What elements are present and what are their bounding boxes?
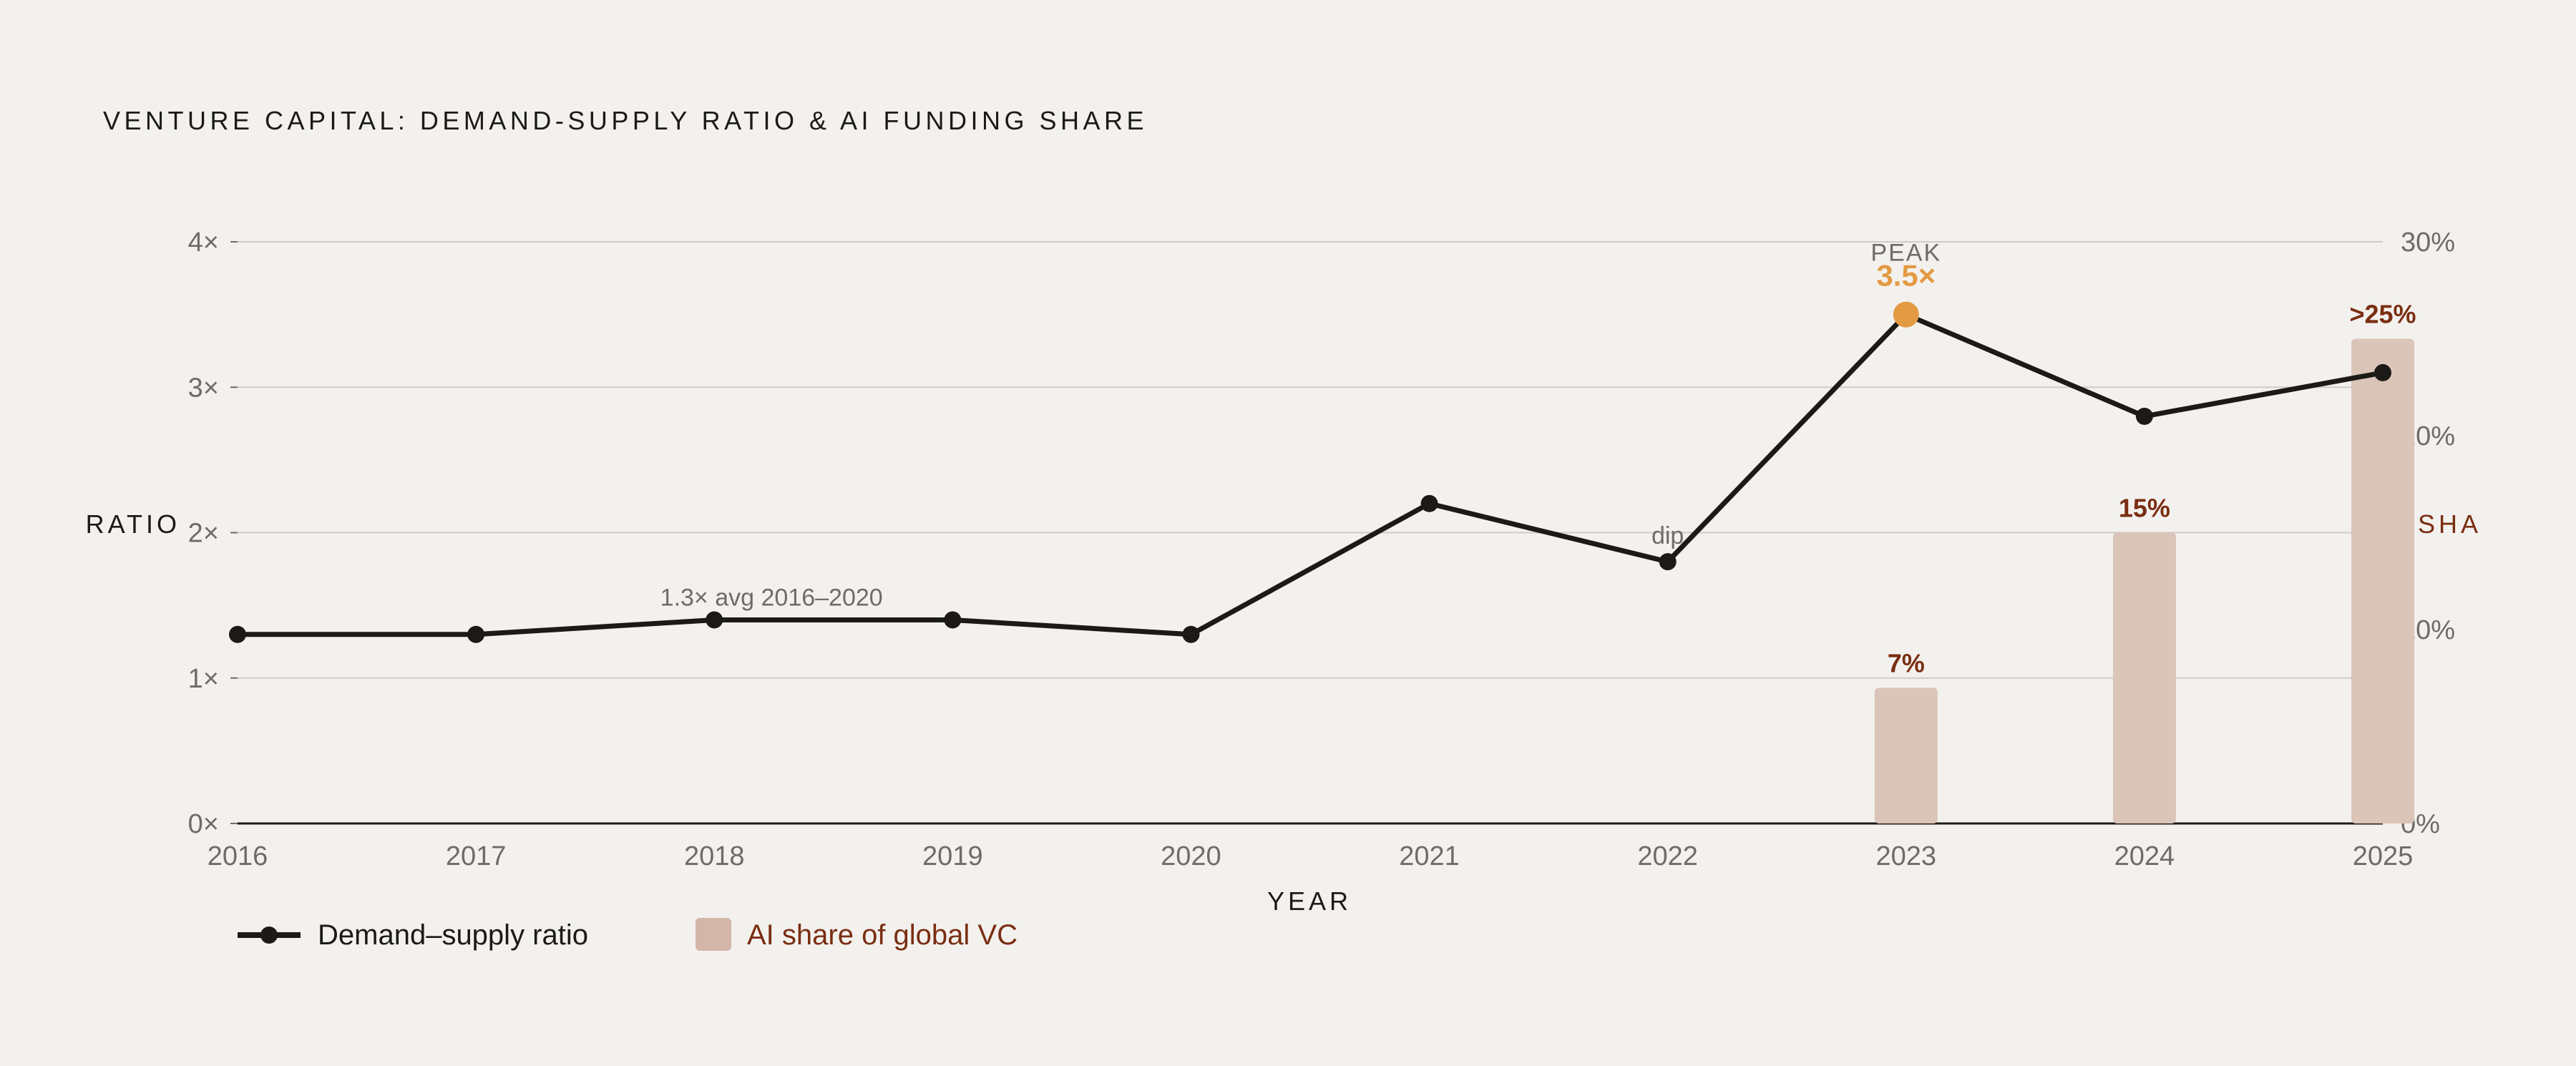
y-left-tick-label: 2× [188,519,219,549]
bar-data-label: 15% [2119,494,2170,523]
data-point [229,625,246,643]
x-tick-label: 2022 [1637,841,1698,871]
x-axis-label: YEAR [1267,886,1352,916]
data-point [2374,363,2391,381]
annotation: 1.3× avg 2016–2020 [660,584,883,611]
bar-data-label: 7% [1888,648,1925,678]
plot-area: 0×1×2×3×4×0%10%20%30%2016 2017 2018 2019 202… [86,228,2478,916]
y-left-tick-label: 1× [188,664,219,694]
y-left-tick-label: 3× [188,373,219,403]
data-point [1420,494,1438,512]
legend-bar-swatch [696,918,731,951]
data-point [1659,553,1677,571]
annotation: 3.5× [1876,259,1936,293]
y-right-tick-label: 30% [2401,228,2455,258]
data-point [2135,407,2153,425]
x-tick-label: 2021 [1399,841,1460,871]
y-left-axis-label: RATIO [86,509,180,539]
y-left-tick-label: 0× [188,809,219,839]
data-point [944,611,962,629]
chart-title: VENTURE CAPITAL: DEMAND-SUPPLY RATIO & A… [103,106,1148,135]
peak-point [1893,301,1919,328]
annotation: dip [1652,522,1684,549]
legend-label: AI share of global VC [747,919,1018,951]
x-tick-label: 2023 [1876,841,1937,871]
legend-label: Demand–supply ratio [318,919,588,951]
x-tick-label: 2016 [208,841,268,871]
x-tick-label: 2017 [446,841,507,871]
bar [2351,338,2414,823]
x-tick-label: 2025 [2353,841,2414,871]
y-left-tick-label: 4× [188,228,219,258]
x-tick-label: 2020 [1161,841,1221,871]
annotation: PEAK [1870,240,1941,267]
x-tick-label: 2018 [684,841,745,871]
data-point [1182,625,1200,643]
x-tick-label: 2024 [2114,841,2175,871]
legend-point-swatch [260,926,278,944]
series-line [235,312,2386,637]
legend: Demand–supply ratio AI share of global VC [238,918,1018,951]
data-point [467,625,485,643]
x-tick-label: 2019 [922,841,983,871]
bar [2112,532,2176,823]
bar [1874,688,1938,823]
data-point [706,611,723,629]
bar-data-label: >25% [2349,300,2416,329]
